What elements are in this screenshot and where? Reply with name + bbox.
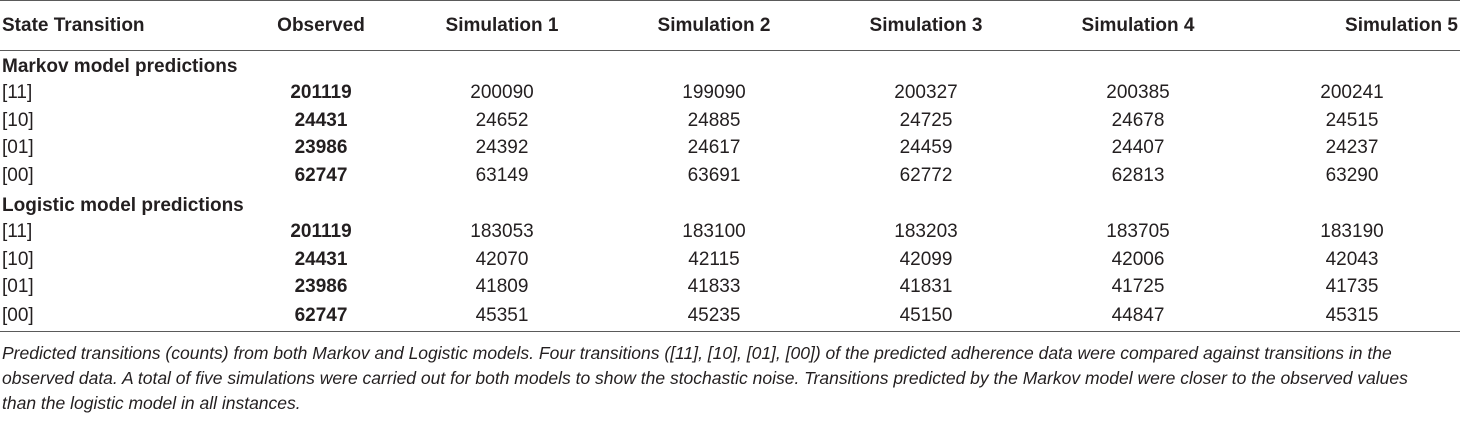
- header-simulation-5: Simulation 5: [1244, 0, 1460, 51]
- observed-value-cell: 62747: [246, 301, 396, 332]
- table-header: State Transition Observed Simulation 1 S…: [0, 0, 1460, 51]
- observed-value-cell: 24431: [294, 248, 348, 270]
- transition-label-cell: [00]: [0, 301, 246, 332]
- header-simulation-2: Simulation 2: [608, 0, 820, 51]
- simulation-1-value-cell: 63149: [475, 164, 529, 186]
- table-row: [00] 62747 63149 63691 62772 62813 63290: [0, 162, 1460, 190]
- transition-label-cell: [10]: [2, 109, 34, 131]
- table-body: Markov model predictions [11] 201119 200090…: [0, 51, 1460, 332]
- simulation-4-value-cell: 24407: [1111, 137, 1165, 159]
- simulation-1-value-cell: 42070: [475, 248, 529, 270]
- simulation-4-value-cell: 24678: [1111, 109, 1165, 131]
- transition-label-cell: [01]: [2, 137, 34, 159]
- table-row: [01] 23986 24392 24617 24459 24407 24237: [0, 135, 1460, 163]
- section-header-row: Markov model predictions: [0, 51, 1460, 80]
- header-simulation-3: Simulation 3: [820, 0, 1032, 51]
- simulation-1-value-cell: 24652: [475, 109, 529, 131]
- table-row: [10] 24431 42070 42115 42099 42006 42043: [0, 246, 1460, 274]
- simulation-5-value-cell: 24237: [1325, 137, 1379, 159]
- simulation-3-value-cell: 183203: [894, 221, 958, 243]
- section-title: Logistic model predictions: [2, 195, 244, 216]
- table-caption: Predicted transitions (counts) from both…: [2, 342, 1408, 413]
- transition-label-cell: [10]: [2, 248, 34, 270]
- observed-value-cell: 24431: [294, 109, 348, 131]
- header-row: State Transition Observed Simulation 1 S…: [0, 0, 1460, 51]
- table-row: [11] 201119 183053 183100 183203 183705 183190: [0, 219, 1460, 247]
- observed-value-cell: 201119: [290, 82, 352, 104]
- simulation-2-value-cell: 45235: [608, 301, 820, 332]
- section-header-row: Logistic model predictions: [0, 190, 1460, 219]
- simulation-5-value-cell: 45315: [1244, 301, 1460, 332]
- simulation-2-value-cell: 41833: [687, 276, 741, 298]
- header-state-transition: State Transition: [0, 0, 246, 51]
- transition-label-cell: [00]: [2, 164, 34, 186]
- simulation-4-value-cell: 62813: [1111, 164, 1165, 186]
- simulation-5-value-cell: 24515: [1325, 109, 1379, 131]
- simulation-3-value-cell: 24459: [899, 137, 953, 159]
- simulation-3-value-cell: 62772: [899, 164, 953, 186]
- simulation-3-value-cell: 200327: [894, 82, 958, 104]
- transition-label-cell: [11]: [2, 221, 33, 243]
- simulation-5-value-cell: 183190: [1320, 221, 1384, 243]
- header-simulation-1: Simulation 1: [396, 0, 608, 51]
- table-row: [00] 62747 45351 45235 45150 44847 45315: [0, 301, 1460, 332]
- simulation-2-value-cell: 183100: [682, 221, 746, 243]
- table-row: [10] 24431 24652 24885 24725 24678 24515: [0, 107, 1460, 135]
- simulation-5-value-cell: 42043: [1325, 248, 1379, 270]
- section-title: Markov model predictions: [2, 56, 238, 78]
- simulation-2-value-cell: 24617: [687, 137, 741, 159]
- simulation-1-value-cell: 183053: [470, 221, 534, 243]
- simulation-1-value-cell: 24392: [475, 137, 529, 159]
- simulation-4-value-cell: 42006: [1111, 248, 1165, 270]
- header-observed: Observed: [246, 0, 396, 51]
- transition-label-cell: [01]: [2, 276, 34, 298]
- simulation-4-value-cell: 183705: [1106, 221, 1170, 243]
- header-simulation-4: Simulation 4: [1032, 0, 1244, 51]
- simulation-3-value-cell: 24725: [899, 109, 953, 131]
- simulation-4-value-cell: 41725: [1111, 276, 1165, 298]
- table-row: [01] 23986 41809 41833 41831 41725 41735: [0, 274, 1460, 302]
- observed-value-cell: 23986: [294, 276, 348, 298]
- simulation-2-value-cell: 199090: [682, 82, 746, 104]
- simulation-2-value-cell: 24885: [687, 109, 741, 131]
- simulation-2-value-cell: 63691: [687, 164, 741, 186]
- simulation-5-value-cell: 200241: [1320, 82, 1384, 104]
- simulation-1-value-cell: 41809: [475, 276, 529, 298]
- transition-label-cell: [11]: [2, 82, 33, 104]
- simulation-3-value-cell: 45150: [820, 301, 1032, 332]
- simulation-4-value-cell: 200385: [1106, 82, 1170, 104]
- simulation-2-value-cell: 42115: [688, 248, 740, 270]
- simulation-3-value-cell: 41831: [899, 276, 953, 298]
- simulation-3-value-cell: 42099: [899, 248, 953, 270]
- observed-value-cell: 62747: [294, 164, 348, 186]
- table-row: [11] 201119 200090 199090 200327 200385 200241: [0, 80, 1460, 108]
- observed-value-cell: 23986: [294, 137, 348, 159]
- simulation-5-value-cell: 41735: [1325, 276, 1379, 298]
- simulation-4-value-cell: 44847: [1032, 301, 1244, 332]
- simulation-1-value-cell: 200090: [470, 82, 534, 104]
- state-transition-table: State Transition Observed Simulation 1 S…: [0, 0, 1460, 332]
- simulation-1-value-cell: 45351: [396, 301, 608, 332]
- simulation-5-value-cell: 63290: [1325, 164, 1379, 186]
- observed-value-cell: 201119: [290, 221, 352, 243]
- results-table-container: State Transition Observed Simulation 1 S…: [0, 0, 1460, 413]
